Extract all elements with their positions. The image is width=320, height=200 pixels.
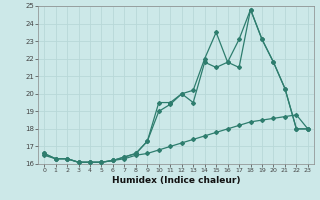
X-axis label: Humidex (Indice chaleur): Humidex (Indice chaleur) — [112, 176, 240, 185]
